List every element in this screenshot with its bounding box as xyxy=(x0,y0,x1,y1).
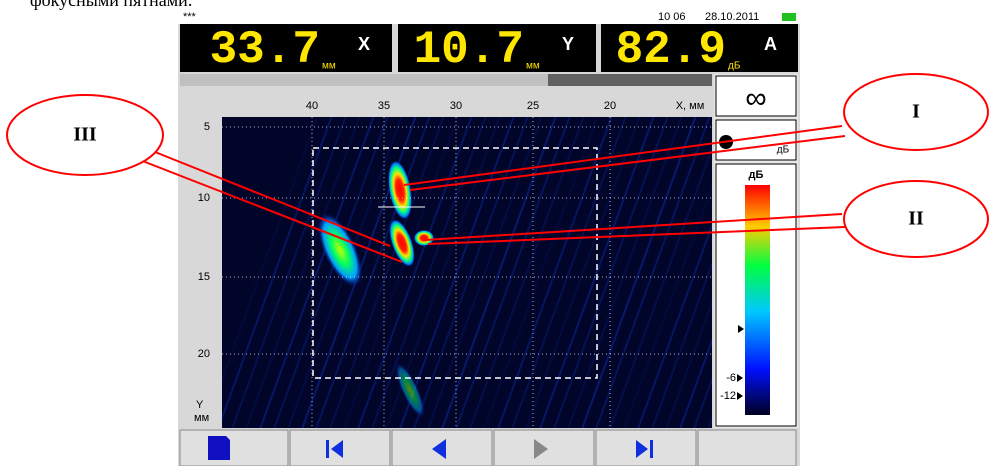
page: {"caption":"фокусными пятнами.", "status… xyxy=(0,0,990,466)
callout-label: II xyxy=(908,208,924,230)
readout-unit: мм xyxy=(526,61,540,72)
status-date: 28.10.2011 xyxy=(705,11,759,23)
toolbar-icon xyxy=(208,436,230,460)
status-left: *** xyxy=(183,11,197,23)
screen: фокусными пятнами. *** 10 06 28.10.2011 … xyxy=(0,0,990,466)
x-tick-label: 25 xyxy=(527,100,539,112)
x-tick-label: 35 xyxy=(378,100,390,112)
readout-value: 33.7 xyxy=(210,24,320,76)
x-tick-label: 30 xyxy=(450,100,462,112)
readout-axis: X xyxy=(358,34,370,54)
y-tick-label: 15 xyxy=(198,271,210,283)
y-axis-label: Y xyxy=(196,399,204,411)
x-axis-label: X, мм xyxy=(676,100,705,112)
colorbar-mark: -12 xyxy=(720,390,736,402)
x-tick-label: 20 xyxy=(604,100,616,112)
battery-icon xyxy=(782,13,796,21)
scroll-thumb xyxy=(548,74,712,86)
callout-label: I xyxy=(912,101,920,123)
status-time: 10 06 xyxy=(658,11,686,23)
callout-label: III xyxy=(73,124,97,146)
infinity-icon: ∞ xyxy=(745,82,766,115)
readout-unit: мм xyxy=(322,61,336,72)
caption: фокусными пятнами. xyxy=(30,0,192,10)
readout-axis: A xyxy=(764,34,777,54)
readout-unit: дБ xyxy=(728,61,741,72)
y-tick-label: 10 xyxy=(198,192,210,204)
y-tick-label: 5 xyxy=(204,121,210,133)
colorbar-mark: -6 xyxy=(726,372,736,384)
y-axis-unit: мм xyxy=(194,412,209,424)
x-tick-label: 40 xyxy=(306,100,318,112)
y-tick-label: 20 xyxy=(198,348,210,360)
colorbar-title: дБ xyxy=(749,169,764,181)
readout-value: 10.7 xyxy=(414,24,524,76)
toolbar-button[interactable] xyxy=(698,430,796,466)
readout-value: 82.9 xyxy=(616,24,726,76)
toolbar xyxy=(180,430,796,466)
icon-label: дБ xyxy=(777,145,790,156)
toolbar-button[interactable] xyxy=(180,430,288,466)
readout-axis: Y xyxy=(562,34,574,54)
